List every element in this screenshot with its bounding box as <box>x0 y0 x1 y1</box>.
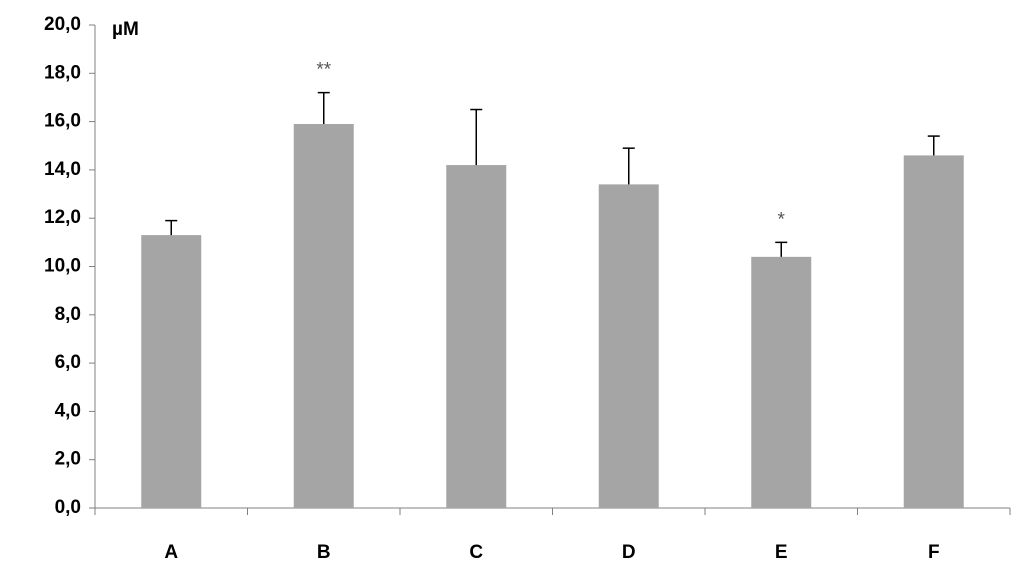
x-tick-label: F <box>928 542 940 563</box>
x-tick-label: C <box>469 542 483 563</box>
significance-label: ** <box>316 60 331 81</box>
y-tick-label: 16,0 <box>44 111 81 132</box>
y-tick-label: 0,0 <box>55 497 81 518</box>
y-tick-label: 4,0 <box>55 400 81 421</box>
bar <box>293 124 354 508</box>
significance-label: * <box>778 209 786 230</box>
y-axis-label: µM <box>112 19 139 40</box>
bar <box>598 184 659 508</box>
bar <box>446 165 507 508</box>
y-tick-label: 10,0 <box>44 256 81 277</box>
y-tick-label: 8,0 <box>55 304 81 325</box>
x-tick-label: B <box>317 542 331 563</box>
y-tick-label: 18,0 <box>44 62 81 83</box>
bar <box>141 235 202 509</box>
y-tick-label: 6,0 <box>55 352 81 373</box>
x-tick-label: D <box>622 542 636 563</box>
y-tick-label: 14,0 <box>44 159 81 180</box>
y-tick-label: 20,0 <box>44 14 81 35</box>
x-tick-label: E <box>775 542 788 563</box>
y-tick-label: 12,0 <box>44 207 81 228</box>
y-tick-label: 2,0 <box>55 449 81 470</box>
x-tick-label: A <box>164 542 178 563</box>
bar <box>751 256 812 508</box>
bar <box>903 155 964 508</box>
